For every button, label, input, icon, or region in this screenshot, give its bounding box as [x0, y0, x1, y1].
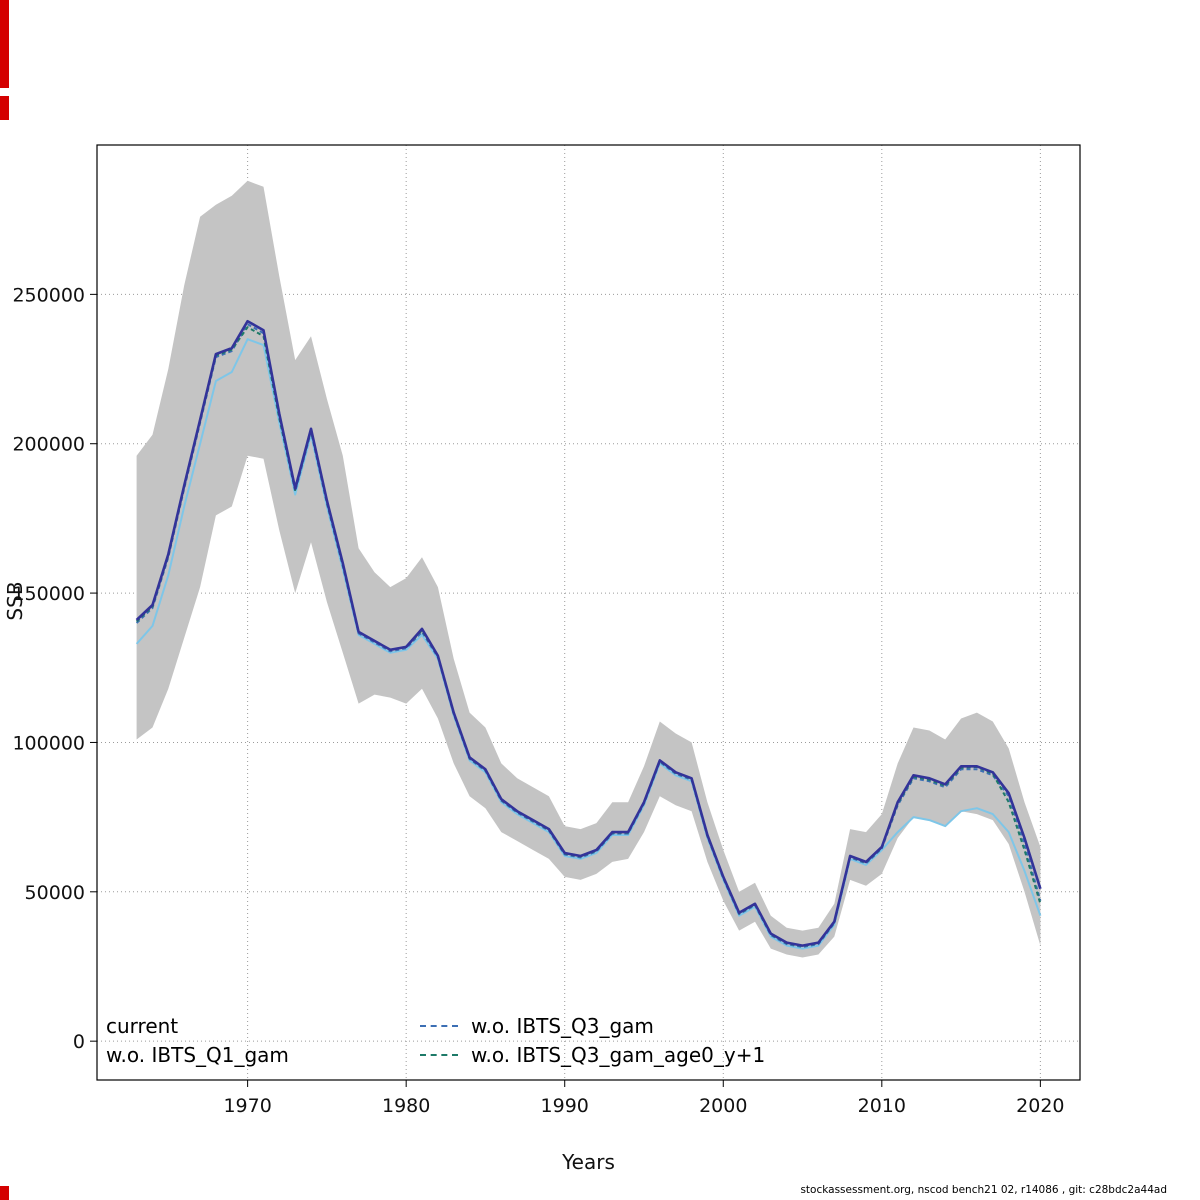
x-tick-label: 1970 [223, 1095, 271, 1117]
axis-ticks-and-labels: 1970 1980 1990 2000 2010 2020 0 50000 100000 1500… [12, 284, 1064, 1117]
legend-label: w.o. IBTS_Q3_gam_age0_y+1 [471, 1042, 766, 1067]
red-edge-artifact [0, 96, 9, 120]
legend-label: w.o. IBTS_Q1_gam [106, 1042, 289, 1067]
legend-line-sample [420, 1024, 458, 1027]
x-tick-label: 1990 [541, 1095, 589, 1117]
chart-legend: current w.o. IBTS_Q3_gam w.o. IBTS_Q1_ga… [106, 1012, 765, 1068]
y-tick-label: 250000 [12, 284, 85, 306]
legend-line-sample [420, 1053, 458, 1056]
x-axis-label: Years [562, 1150, 615, 1174]
series-w-o-ibts-q1-gam [135, 338, 1042, 950]
stockassessment-footer-text: stockassessment.org, nscod bench21 02, r… [800, 1184, 1167, 1196]
confidence-band [136, 180, 1041, 958]
y-axis-label: SSB [3, 581, 27, 621]
legend-entry-wo-ibts-q3-gam-age0-y1: w.o. IBTS_Q3_gam_age0_y+1 [420, 1041, 765, 1068]
red-edge-artifact [0, 0, 9, 88]
legend-entry-current: current [106, 1012, 420, 1039]
red-edge-artifact [0, 1186, 9, 1200]
y-tick-label: 0 [73, 1031, 85, 1053]
plot-frame [96, 144, 1081, 1081]
x-tick-label: 2000 [699, 1095, 747, 1117]
y-tick-label: 200000 [12, 434, 85, 456]
series-current [135, 319, 1042, 947]
legend-label: current [106, 1013, 179, 1038]
x-tick-label: 1980 [382, 1095, 430, 1117]
y-tick-label: 50000 [25, 882, 85, 904]
x-tick-label: 2020 [1016, 1095, 1064, 1117]
y-tick-label: 100000 [12, 732, 85, 754]
legend-label: w.o. IBTS_Q3_gam [471, 1013, 654, 1038]
x-tick-label: 2010 [858, 1095, 906, 1117]
y-tick-label: 150000 [12, 583, 85, 605]
legend-entry-wo-ibts-q3-gam: w.o. IBTS_Q3_gam [420, 1012, 765, 1039]
legend-entry-wo-ibts-q1-gam: w.o. IBTS_Q1_gam [106, 1041, 420, 1068]
